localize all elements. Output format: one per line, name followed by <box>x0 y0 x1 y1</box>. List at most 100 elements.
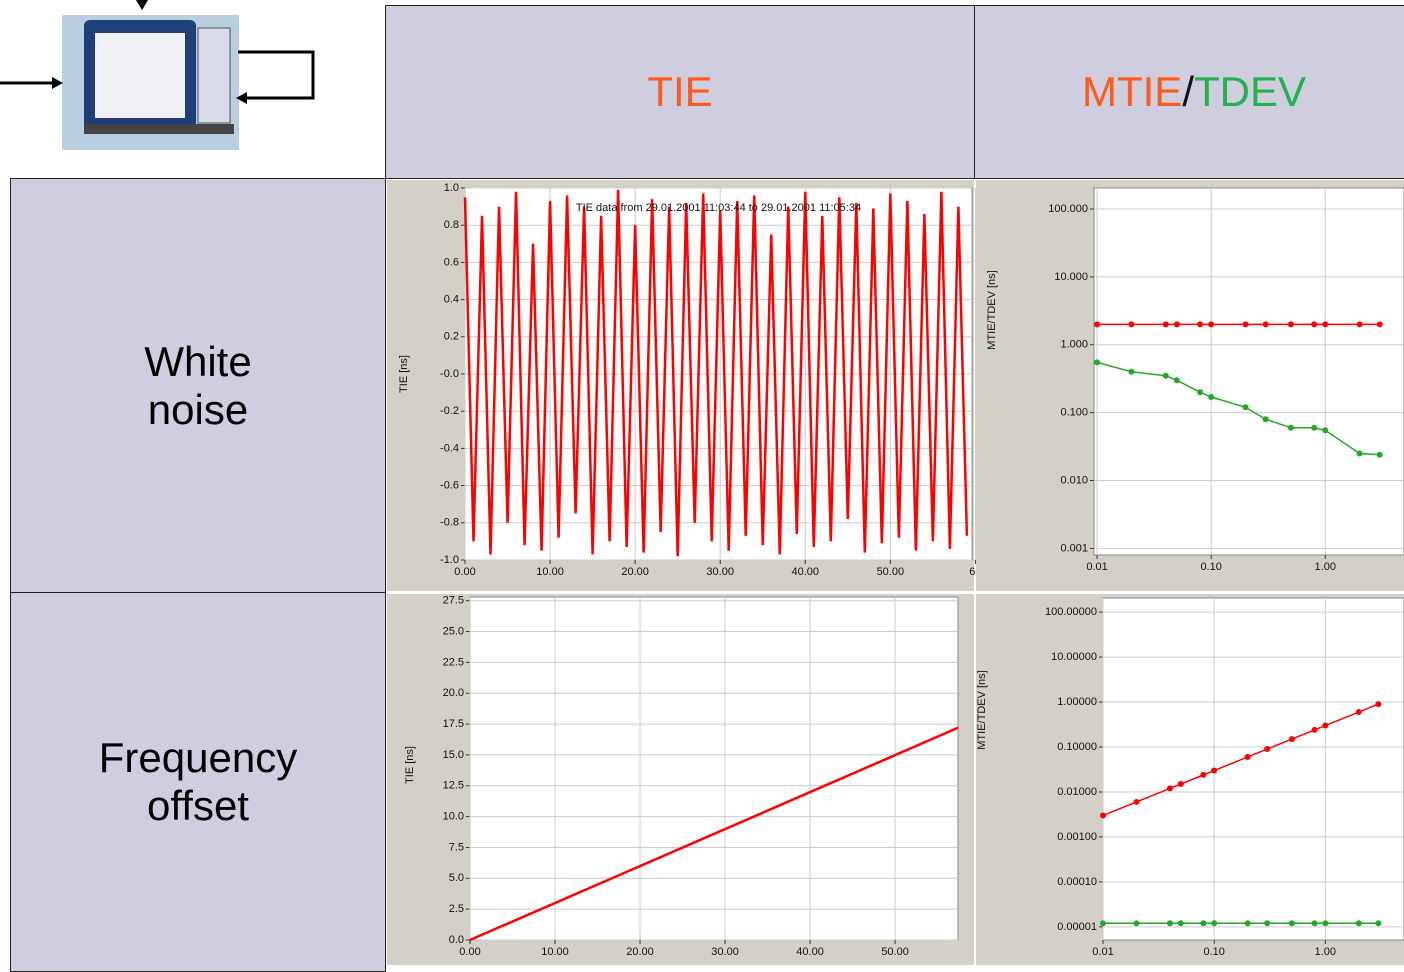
data-point <box>1128 321 1134 327</box>
y-tick-label: 22.5 <box>443 656 464 668</box>
y-tick-label: 10.000 <box>1054 271 1088 283</box>
data-point <box>1312 727 1318 733</box>
y-tick-label: -0.0 <box>440 368 459 380</box>
data-point <box>1174 321 1180 327</box>
data-point <box>1133 920 1139 926</box>
data-point <box>1312 920 1318 926</box>
data-point <box>1178 920 1184 926</box>
y-tick-label: 1.00000 <box>1057 696 1097 708</box>
y-tick-label: 10.0 <box>443 811 464 823</box>
chart: 0.0 2.5 5.0 7.5 10.0 12.5 15.0 17.5 20.0 22.5 25.0… <box>387 594 974 965</box>
y-tick-label: 0.2 <box>444 331 459 343</box>
data-point <box>1289 736 1295 742</box>
y-axis-label: MTIE/TDEV [ns] <box>986 270 998 349</box>
data-point <box>1100 920 1106 926</box>
y-tick-label: 25.0 <box>443 625 464 637</box>
y-axis-label: TIE [ns] <box>398 355 410 393</box>
data-point <box>1357 451 1363 457</box>
y-tick-label: 17.5 <box>443 718 464 730</box>
device-icon <box>0 0 313 150</box>
y-tick-label: 100.000 <box>1048 203 1088 215</box>
y-tick-label: 27.5 <box>443 595 464 607</box>
y-tick-label: 2.5 <box>449 903 464 915</box>
y-tick-label: 0.010 <box>1060 474 1088 486</box>
data-point <box>1211 920 1217 926</box>
y-tick-label: 100.00000 <box>1045 606 1097 618</box>
data-point <box>1322 427 1328 433</box>
charts: 1.00.80.60.40.2-0.0-0.2-0.4-0.6-0.8-1.00… <box>0 0 1404 965</box>
data-point <box>1208 394 1214 400</box>
y-tick-label: 0.100 <box>1060 407 1088 419</box>
y-tick-label: 0.8 <box>444 219 459 231</box>
data-point <box>1288 425 1294 431</box>
x-tick-label: 1.00 <box>1315 561 1336 573</box>
x-tick-label: 10.00 <box>541 946 569 958</box>
data-point <box>1356 920 1362 926</box>
data-point <box>1174 377 1180 383</box>
data-point <box>1264 746 1270 752</box>
data-point <box>1200 772 1206 778</box>
x-tick-label: 50.00 <box>877 566 905 578</box>
x-tick-label: 50.00 <box>881 946 909 958</box>
y-tick-label: 15.0 <box>443 749 464 761</box>
y-tick-label: 0.00100 <box>1057 831 1097 843</box>
y-tick-label: 7.5 <box>449 841 464 853</box>
data-point <box>1288 321 1294 327</box>
y-tick-label: 12.5 <box>443 780 464 792</box>
y-tick-label: 0.6 <box>444 256 459 268</box>
data-point <box>1167 785 1173 791</box>
x-tick-label: 0.01 <box>1092 946 1113 958</box>
plot-area <box>1094 188 1404 555</box>
data-point <box>1377 321 1383 327</box>
data-point <box>1322 920 1328 926</box>
chart-subtitle: TIE data from 29.01.2001 11:03:44 to 29.… <box>576 202 861 214</box>
data-point <box>1094 359 1100 365</box>
data-point <box>1200 920 1206 926</box>
data-point <box>1245 920 1251 926</box>
x-tick-label: 40.00 <box>792 566 820 578</box>
data-point <box>1133 799 1139 805</box>
data-point <box>1163 373 1169 379</box>
data-point <box>1208 321 1214 327</box>
y-tick-label: 0.01000 <box>1057 786 1097 798</box>
y-tick-label: 0.00001 <box>1057 921 1097 933</box>
y-tick-label: 0.0 <box>449 934 464 946</box>
data-point <box>1245 754 1251 760</box>
data-point <box>1356 709 1362 715</box>
page: {"header": {"tie": "TIE", "mtie": "MTIE"… <box>0 0 1404 965</box>
x-tick-label: 20.00 <box>626 946 654 958</box>
y-tick-label: 20.0 <box>443 687 464 699</box>
y-tick-label: -0.6 <box>440 480 459 492</box>
data-point <box>1263 321 1269 327</box>
x-tick-label: 40.00 <box>796 946 824 958</box>
data-point <box>1197 389 1203 395</box>
y-tick-label: 0.00010 <box>1057 876 1097 888</box>
data-point <box>1289 920 1295 926</box>
data-point <box>1322 723 1328 729</box>
y-tick-label: 0.001 <box>1060 542 1088 554</box>
y-tick-label: 10.00000 <box>1051 651 1097 663</box>
y-tick-label: 0.10000 <box>1057 741 1097 753</box>
y-tick-label: -0.8 <box>440 517 459 529</box>
data-point <box>1178 781 1184 787</box>
y-tick-label: 0.4 <box>444 294 459 306</box>
y-tick-label: -1.0 <box>440 554 459 566</box>
data-point <box>1197 321 1203 327</box>
y-tick-label: -0.2 <box>440 405 459 417</box>
data-point <box>1211 768 1217 774</box>
data-point <box>1311 425 1317 431</box>
x-tick-label: 20.00 <box>621 566 649 578</box>
x-tick-label: 0.00 <box>459 946 480 958</box>
data-point <box>1128 369 1134 375</box>
data-point <box>1094 321 1100 327</box>
data-point <box>1263 416 1269 422</box>
x-tick-label: 0.00 <box>454 566 475 578</box>
plot-area <box>470 597 958 940</box>
y-tick-label: 1.000 <box>1060 339 1088 351</box>
data-point <box>1322 321 1328 327</box>
data-point <box>1377 452 1383 458</box>
x-tick-label: 0.10 <box>1203 946 1224 958</box>
data-point <box>1264 920 1270 926</box>
y-tick-label: 5.0 <box>449 872 464 884</box>
